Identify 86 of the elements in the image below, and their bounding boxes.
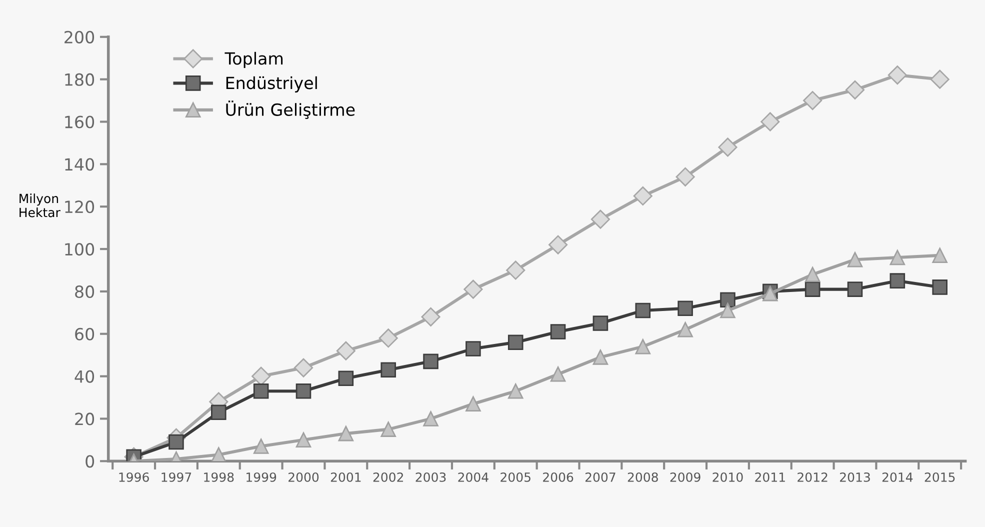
x-tick-label: 2012 (798, 472, 828, 482)
point (296, 383, 312, 399)
point (760, 112, 780, 132)
point (803, 90, 822, 110)
legend-label: Toplam (224, 52, 283, 68)
point (678, 300, 693, 316)
point (592, 350, 608, 365)
point (845, 80, 865, 100)
point (720, 292, 736, 308)
point (548, 235, 568, 254)
y-tick-label: 120 (65, 200, 94, 214)
point (380, 422, 396, 437)
x-tick-label: 2001 (330, 472, 361, 482)
point (635, 302, 651, 318)
point (253, 438, 269, 454)
y-tick-label: 160 (65, 116, 94, 128)
x-tick-label: 2010 (712, 472, 743, 482)
x-tick-label: 1998 (204, 472, 234, 482)
x-tick-label: 2015 (924, 472, 955, 482)
x-tick-label: 2013 (840, 472, 870, 482)
legend-label: Ürün Geliştirme (226, 100, 355, 119)
point (804, 266, 820, 282)
point (378, 328, 398, 348)
point (211, 404, 226, 420)
point (804, 282, 820, 297)
y-tick-label: 60 (75, 328, 94, 340)
point (466, 396, 481, 412)
y-tick-label: 140 (65, 158, 94, 171)
x-tick-label: 2003 (416, 472, 446, 482)
y-tick-label: 20 (75, 412, 94, 426)
point (592, 316, 608, 331)
point (633, 186, 652, 206)
x-tick-label: 2014 (882, 472, 913, 482)
x-tick-label: 2011 (755, 472, 785, 482)
point (847, 282, 863, 297)
point (676, 167, 695, 186)
point (678, 322, 693, 338)
point (718, 138, 738, 157)
x-tick-label: 1999 (246, 472, 276, 482)
y-tick-label: 180 (65, 73, 94, 86)
x-tick-label: 2005 (500, 472, 530, 482)
y-tick-label: 40 (74, 370, 94, 383)
point (890, 250, 906, 266)
point (590, 210, 610, 229)
point (550, 366, 566, 382)
point (421, 307, 440, 326)
point (211, 447, 226, 462)
y-tick-label: 0 (86, 455, 94, 468)
point (888, 66, 907, 85)
x-tick-label: 1997 (162, 472, 192, 482)
x-tick-label: 2000 (288, 472, 319, 482)
y-axis-title: Milyon Hektar (20, 194, 60, 218)
point (932, 280, 948, 295)
point (294, 358, 314, 378)
point (464, 280, 483, 299)
point (338, 370, 354, 386)
point (932, 248, 948, 264)
x-tick-label: 2004 (458, 472, 488, 482)
legend-label: Endüstriyel (226, 76, 317, 92)
y-tick-label: 100 (65, 242, 94, 256)
y-tick-label: 80 (75, 285, 94, 298)
point (423, 411, 438, 426)
x-tick-label: 2006 (543, 472, 574, 482)
point (296, 432, 312, 448)
point (380, 362, 396, 378)
x-tick-label: 2007 (585, 472, 616, 482)
point (847, 252, 863, 268)
point (550, 324, 566, 340)
point (466, 341, 481, 356)
point (635, 338, 651, 354)
point (508, 383, 524, 399)
x-tick-label: 1996 (119, 472, 149, 482)
point (506, 260, 526, 280)
point (890, 273, 906, 288)
point (338, 426, 354, 442)
x-tick-label: 2009 (670, 472, 700, 482)
x-tick-label: 2008 (628, 472, 658, 482)
point (930, 70, 950, 89)
point (336, 341, 356, 360)
point (423, 354, 438, 370)
point (508, 334, 524, 350)
point (253, 383, 269, 399)
y-tick-label: 200 (64, 30, 94, 44)
point (720, 302, 736, 318)
x-tick-label: 2002 (373, 472, 403, 482)
point (168, 434, 184, 450)
